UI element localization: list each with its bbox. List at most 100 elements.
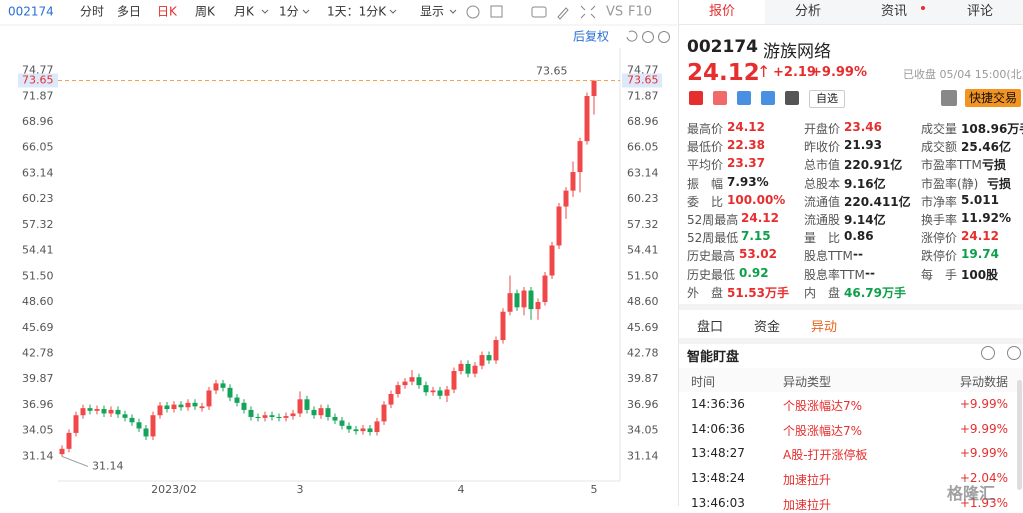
candle-body <box>472 365 478 374</box>
scrollbar <box>1017 380 1022 490</box>
period-tab[interactable]: 周K <box>195 5 216 19</box>
candle-body <box>290 413 296 417</box>
price-label-bg <box>622 73 662 88</box>
candle-body <box>493 340 499 361</box>
stat-value: 220.91亿 <box>844 158 903 173</box>
icon[interactable] <box>785 91 799 105</box>
stat-value: 23.46 <box>844 120 882 134</box>
table-cell: 加速拉升 <box>783 473 832 488</box>
table-cell: 14:36:36 <box>691 397 745 411</box>
candle-body <box>570 172 576 191</box>
stat-value: 9.14亿 <box>844 213 886 227</box>
pen-icon[interactable] <box>557 7 569 20</box>
candle-body <box>591 80 597 97</box>
y-tick-label-right: 66.05 <box>627 141 659 154</box>
stat-value: 100股 <box>961 267 999 282</box>
f10-button[interactable]: F10 <box>628 5 652 20</box>
stat-label: 内 盘 <box>804 285 841 300</box>
price: 24.12 <box>687 60 760 86</box>
stat-label: 量 比 <box>804 231 841 246</box>
settings-icon[interactable] <box>1007 346 1021 360</box>
x-tick-label: 4 <box>458 483 465 496</box>
range-select[interactable]: 1天：1分K <box>327 5 387 19</box>
candle-body <box>339 420 345 426</box>
candle-body <box>381 404 387 422</box>
sub-tab[interactable]: 资金 <box>754 320 781 335</box>
reset-icon[interactable] <box>626 30 638 42</box>
candle-body <box>80 408 86 416</box>
checkbox-icon[interactable] <box>490 5 503 18</box>
icon[interactable] <box>761 91 775 105</box>
candle-body <box>584 96 590 142</box>
stat-label: 最高价 <box>687 122 724 136</box>
stat-label: 最低价 <box>687 140 724 155</box>
stat-label: 流通股 <box>804 213 841 227</box>
panel-tab[interactable]: 报价 <box>679 0 765 24</box>
stock-code: 002174 <box>8 5 54 19</box>
y-tick-label-right: 74.77 <box>627 64 659 77</box>
stat-label: 市盈率(静) <box>921 176 979 191</box>
y-tick-label-right: 31.14 <box>627 449 659 462</box>
period-tab[interactable]: 分时 <box>80 5 104 19</box>
sub-tab[interactable]: 异动 <box>811 320 838 335</box>
candle-body <box>241 402 247 410</box>
y-tick-label-right: 34.05 <box>627 424 659 437</box>
candle-body <box>122 414 128 418</box>
candle-body <box>577 141 583 173</box>
bell-icon[interactable] <box>941 90 957 106</box>
display-select[interactable]: 显示 <box>420 5 444 19</box>
zoom-out-icon[interactable] <box>642 31 654 43</box>
candle-body <box>101 409 107 414</box>
candle-body <box>514 293 520 308</box>
candle-body <box>143 428 149 437</box>
candle-body <box>129 417 135 423</box>
icon[interactable] <box>689 91 703 105</box>
table-cell: +9.99% <box>959 446 1008 461</box>
candle-body <box>304 399 310 410</box>
table-cell: 13:48:27 <box>691 446 745 461</box>
period-tab[interactable]: 月K <box>234 5 255 19</box>
y-tick-label-right: 63.14 <box>627 166 659 179</box>
table-header-cell: 异动数据 <box>959 375 1008 389</box>
candle-body <box>486 355 492 361</box>
panel-tab[interactable]: 分析 <box>794 4 821 19</box>
y-tick-label: 68.96 <box>22 115 54 128</box>
zoom-in-icon[interactable] <box>658 31 670 43</box>
icon[interactable] <box>737 91 751 105</box>
candle-body <box>269 415 275 417</box>
icon[interactable] <box>713 91 727 105</box>
sub-tab[interactable]: 盘口 <box>697 320 724 335</box>
stat-value: 24.12 <box>727 120 765 134</box>
period-tab[interactable]: 1分 <box>279 5 299 19</box>
stock-code: 002174 <box>687 37 758 57</box>
candle-body <box>374 421 380 433</box>
stat-value: 22.38 <box>727 138 765 153</box>
stat-value: 53.02 <box>739 247 777 262</box>
high-marker: 73.65 <box>536 65 568 78</box>
stat-label: 跌停价 <box>921 249 958 264</box>
candle-body <box>150 415 156 437</box>
adjust-select[interactable]: 后复权 <box>573 30 609 44</box>
candle-body <box>248 409 254 417</box>
candle-body <box>164 405 170 410</box>
period-tab[interactable]: 日K <box>157 5 178 19</box>
camera-icon[interactable] <box>531 6 547 18</box>
settings-icon[interactable] <box>466 5 480 19</box>
y-tick-label: 39.87 <box>22 372 54 385</box>
compare-button[interactable]: VS <box>606 5 623 20</box>
candle-body <box>311 409 317 416</box>
stat-value: 46.79万手 <box>844 285 906 300</box>
candle-body <box>297 399 303 414</box>
trade-button[interactable]: 快捷交易 <box>965 89 1022 107</box>
y-tick-label: 45.69 <box>22 321 54 334</box>
panel-tab[interactable]: 评论 <box>966 4 993 19</box>
watch-button[interactable]: 自选 <box>809 90 845 108</box>
more-icon[interactable] <box>981 346 995 360</box>
fullscreen-icon[interactable] <box>580 5 596 19</box>
price-label: 73.65 <box>22 74 54 87</box>
period-tab[interactable]: 多日 <box>117 5 141 19</box>
candle-body <box>395 385 401 394</box>
stat-label: 历史最低 <box>687 267 736 282</box>
y-tick-label: 51.50 <box>22 269 54 282</box>
panel-tab[interactable]: 资讯 <box>880 4 907 19</box>
